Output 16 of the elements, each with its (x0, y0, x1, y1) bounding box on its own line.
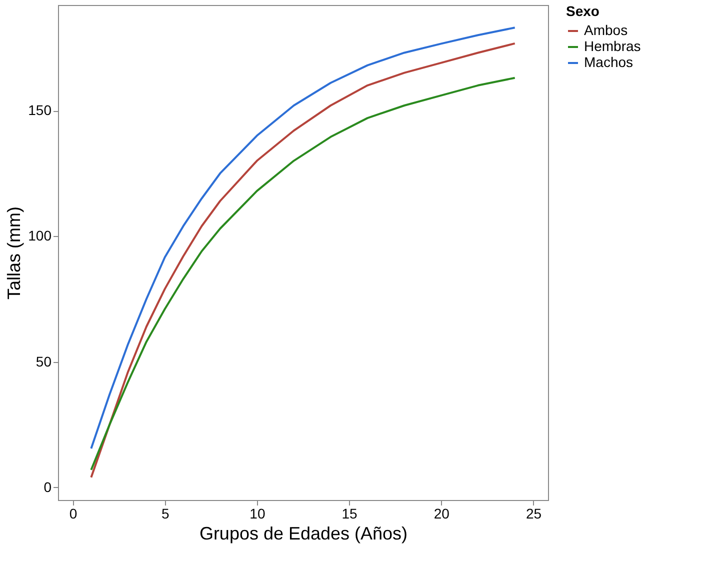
x-tick-label: 10 (250, 506, 266, 522)
x-tick-label: 25 (526, 506, 542, 522)
legend-label: Machos (584, 54, 634, 70)
legend-label: Hembras (584, 38, 641, 54)
y-tick-label: 150 (28, 102, 52, 118)
y-tick-label: 0 (44, 478, 52, 495)
y-axis-title: Tallas (mm) (4, 206, 24, 300)
x-axis-title: Grupos de Edades (Años) (199, 524, 408, 544)
x-tick-label: 15 (342, 506, 358, 522)
x-tick-label: 0 (69, 506, 78, 522)
legend-title: Sexo (566, 3, 600, 19)
x-tick-label: 20 (434, 506, 450, 522)
legend-label: Ambos (584, 22, 628, 38)
y-tick-label: 100 (28, 228, 52, 244)
x-tick-label: 5 (161, 506, 170, 522)
y-tick-label: 50 (36, 353, 52, 370)
